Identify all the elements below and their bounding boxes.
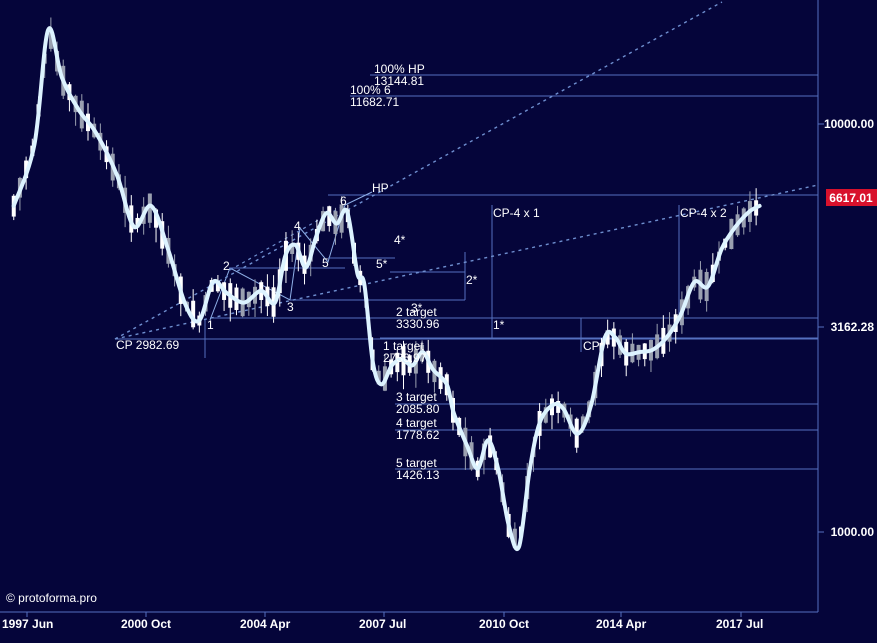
x-tick-label: 2007 Jul xyxy=(359,617,406,631)
projection-point-label: 2* xyxy=(466,273,478,287)
candle-body xyxy=(580,416,585,429)
x-tick-label: 2017 Jul xyxy=(716,617,763,631)
dotted-line-trend xyxy=(229,204,346,271)
x-axis-labels: 1997 Jun 2000 Oct 2004 Apr 2007 Jul 2010 Oct… xyxy=(2,612,763,631)
pattern-point-label: 1 xyxy=(207,318,214,332)
level-value: 2085.80 xyxy=(396,402,440,416)
pattern-point-label: 6 xyxy=(340,194,347,208)
level-value: 1426.13 xyxy=(396,468,440,482)
candle-body xyxy=(376,370,381,385)
x-tick-label: 2000 Oct xyxy=(121,617,171,631)
candle-body xyxy=(605,330,610,345)
current-value-text: 6617.01 xyxy=(829,191,873,205)
pattern-point-label: 3 xyxy=(287,300,294,314)
level-value: 3330.96 xyxy=(396,317,440,331)
dotted-line-lower xyxy=(114,184,819,340)
level-label: 2 target xyxy=(396,305,437,319)
pattern-point-label: 5 xyxy=(322,256,329,270)
x-tick-label: 2014 Apr xyxy=(596,617,647,631)
level-label: 1 target xyxy=(383,339,424,353)
level-label: 100% HP xyxy=(374,62,425,76)
level-value: 13144.81 xyxy=(374,74,424,88)
pattern-point-label: 2 xyxy=(223,259,230,273)
x-tick-label: 1997 Jun xyxy=(2,617,53,631)
candle-body xyxy=(512,528,517,548)
level-value: 2736.97 xyxy=(383,351,427,365)
candle-body xyxy=(543,407,548,423)
current-value-badge: 6617.01 xyxy=(826,189,877,206)
candle-body xyxy=(290,243,295,254)
y-axis-labels: 10000.00 3162.28 1000.00 xyxy=(818,117,874,539)
projection-point-label: 1* xyxy=(493,318,505,332)
level-label: 100% 6 xyxy=(350,83,391,97)
candle-body xyxy=(556,400,561,413)
projection-point-label: 4* xyxy=(394,233,406,247)
candle-body xyxy=(48,30,53,49)
current-value-badge-bg xyxy=(826,189,877,206)
level-label: 3 target xyxy=(396,390,437,404)
level-label: 4 target xyxy=(396,416,437,430)
smoothed-price-line xyxy=(11,26,762,551)
x-tick-label: 2004 Apr xyxy=(240,617,291,631)
level-label: 5 target xyxy=(396,456,437,470)
time-marker-label: CP-4 x 2 xyxy=(680,206,727,220)
projection-point-label: 3* xyxy=(411,301,423,315)
time-marker-label: CP-4 x 1 xyxy=(493,206,540,220)
x-tick-label: 2010 Oct xyxy=(479,617,529,631)
y-tick-label: 3162.28 xyxy=(831,320,875,334)
watermark: © protoforma.pro xyxy=(6,591,97,605)
level-value: 1778.62 xyxy=(396,428,440,442)
candle-body xyxy=(191,300,196,328)
y-tick-label: 1000.00 xyxy=(831,525,875,539)
time-marker-label: CP* xyxy=(583,339,605,353)
candle-body xyxy=(147,193,152,223)
candle-body xyxy=(215,280,220,292)
projection-point-label: 5* xyxy=(376,257,388,271)
forecast-dotted-lines xyxy=(114,1,819,340)
level-label: HP xyxy=(372,181,389,195)
y-tick-label: 10000.00 xyxy=(824,117,874,131)
pattern-point-label: 4 xyxy=(294,219,301,233)
level-label: CP 2982.69 xyxy=(116,338,179,352)
candle-body xyxy=(135,217,140,228)
level-value: 11682.71 xyxy=(350,95,399,109)
